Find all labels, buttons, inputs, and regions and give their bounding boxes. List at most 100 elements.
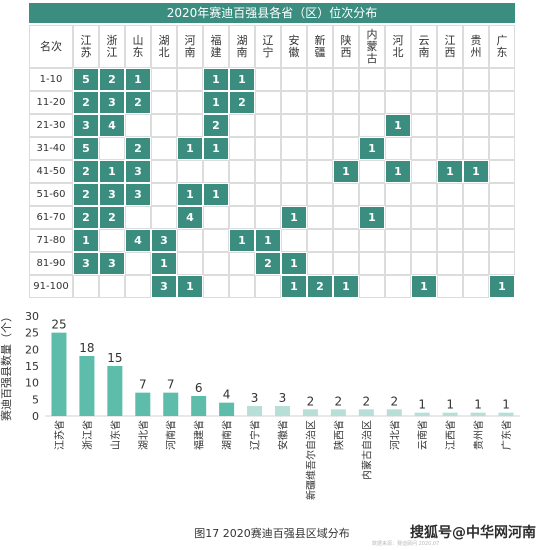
grid-cell: [229, 160, 255, 183]
grid-cell: [359, 183, 385, 206]
grid-cell: 3: [99, 252, 125, 275]
province-header: 湖北: [151, 25, 177, 68]
grid-cell: [333, 206, 359, 229]
province-header: 江苏: [73, 25, 99, 68]
grid-cell: [333, 68, 359, 91]
grid-cell: 3: [99, 91, 125, 114]
x-tick-label: 江西省: [444, 420, 457, 450]
grid-cell: [203, 229, 229, 252]
province-header: 广东: [489, 25, 515, 68]
grid-cell: [255, 206, 281, 229]
grid-cell: 4: [125, 229, 151, 252]
grid-cell: [281, 229, 307, 252]
grid-cell: [125, 275, 151, 298]
grid-cell: 1: [281, 252, 307, 275]
grid-cell: 1: [177, 275, 203, 298]
grid-cell: [359, 229, 385, 252]
grid-cell: [385, 229, 411, 252]
bar-value-label: 2: [335, 394, 343, 408]
grid-cell: [203, 160, 229, 183]
province-header: 山东: [125, 25, 151, 68]
grid-cell: 1: [203, 68, 229, 91]
grid-cell: [489, 229, 515, 252]
grid-cell: [359, 68, 385, 91]
bar-chart: 赛迪百强县数量（个） 0 5 10 15 20 25 30 25 江苏省 18 浙江省 15 山东省 7 湖北…: [0, 310, 520, 500]
grid-cell: 3: [125, 160, 151, 183]
grid-cell: [255, 68, 281, 91]
x-tick-label: 江苏省: [53, 420, 66, 450]
grid-cell: 3: [151, 275, 177, 298]
grid-cell: 4: [99, 114, 125, 137]
grid-cell: [229, 206, 255, 229]
grid-cell: [151, 183, 177, 206]
bar-value-label: 1: [418, 398, 426, 412]
grid-cell: 2: [73, 183, 99, 206]
x-tick-label: 安徽省: [277, 420, 290, 450]
grid-cell: [411, 68, 437, 91]
bar: [107, 366, 123, 416]
grid-cell: 3: [151, 229, 177, 252]
grid-cell: [437, 183, 463, 206]
grid-cell: 1: [333, 275, 359, 298]
grid-cell: 1: [177, 183, 203, 206]
grid-cell: [359, 91, 385, 114]
grid-cell: [177, 229, 203, 252]
grid-cell: 1: [125, 68, 151, 91]
grid-cell: [151, 137, 177, 160]
y-tick-label: 10: [25, 377, 39, 390]
grid-cell: 1: [203, 137, 229, 160]
rank-range-label: 81-90: [29, 252, 73, 275]
grid-cell: 2: [99, 206, 125, 229]
grid-cell: [333, 91, 359, 114]
grid-cell: [255, 160, 281, 183]
grid-cell: [151, 114, 177, 137]
rank-range-label: 91-100: [29, 275, 73, 298]
grid-cell: [489, 252, 515, 275]
grid-cell: [385, 137, 411, 160]
grid-cell: [489, 68, 515, 91]
grid-cell: [359, 114, 385, 137]
x-tick-label: 内蒙古自治区: [360, 420, 373, 480]
bar-value-label: 1: [502, 398, 510, 412]
province-header: 陕西: [333, 25, 359, 68]
grid-cell: [385, 91, 411, 114]
source-note: 数据来源：赛迪顾问 2020,07: [372, 541, 440, 547]
grid-cell: [151, 68, 177, 91]
rank-range-label: 21-30: [29, 114, 73, 137]
grid-cell: 1: [333, 160, 359, 183]
y-tick-label: 20: [25, 343, 39, 356]
x-tick-label: 河南省: [165, 420, 178, 450]
x-tick-label: 浙江省: [81, 420, 94, 450]
grid-cell: [463, 206, 489, 229]
grid-cell: [385, 183, 411, 206]
province-header: 河北: [385, 25, 411, 68]
grid-cell: [229, 252, 255, 275]
grid-cell: 1: [255, 229, 281, 252]
grid-cell: [359, 252, 385, 275]
grid-cell: [125, 206, 151, 229]
grid-cell: [281, 160, 307, 183]
grid-cell: [307, 252, 333, 275]
grid-cell: 1: [437, 160, 463, 183]
bar: [79, 356, 95, 416]
grid-cell: 2: [73, 206, 99, 229]
grid-cell: 3: [73, 114, 99, 137]
grid-cell: 1: [489, 275, 515, 298]
grid-cell: 4: [177, 206, 203, 229]
grid-cell: [125, 114, 151, 137]
grid-cell: 1: [411, 275, 437, 298]
rank-range-label: 41-50: [29, 160, 73, 183]
bar: [386, 409, 402, 416]
grid-cell: [437, 206, 463, 229]
grid-cell: [411, 229, 437, 252]
grid-cell: [437, 114, 463, 137]
bar: [470, 412, 486, 416]
x-tick-label: 河北省: [388, 420, 401, 450]
province-header: 湖南: [229, 25, 255, 68]
grid-cell: [411, 160, 437, 183]
grid-cell: [385, 68, 411, 91]
grid-cell: [307, 137, 333, 160]
x-tick-label: 湖北省: [137, 420, 150, 450]
grid-cell: 2: [125, 137, 151, 160]
grid-cell: [437, 252, 463, 275]
